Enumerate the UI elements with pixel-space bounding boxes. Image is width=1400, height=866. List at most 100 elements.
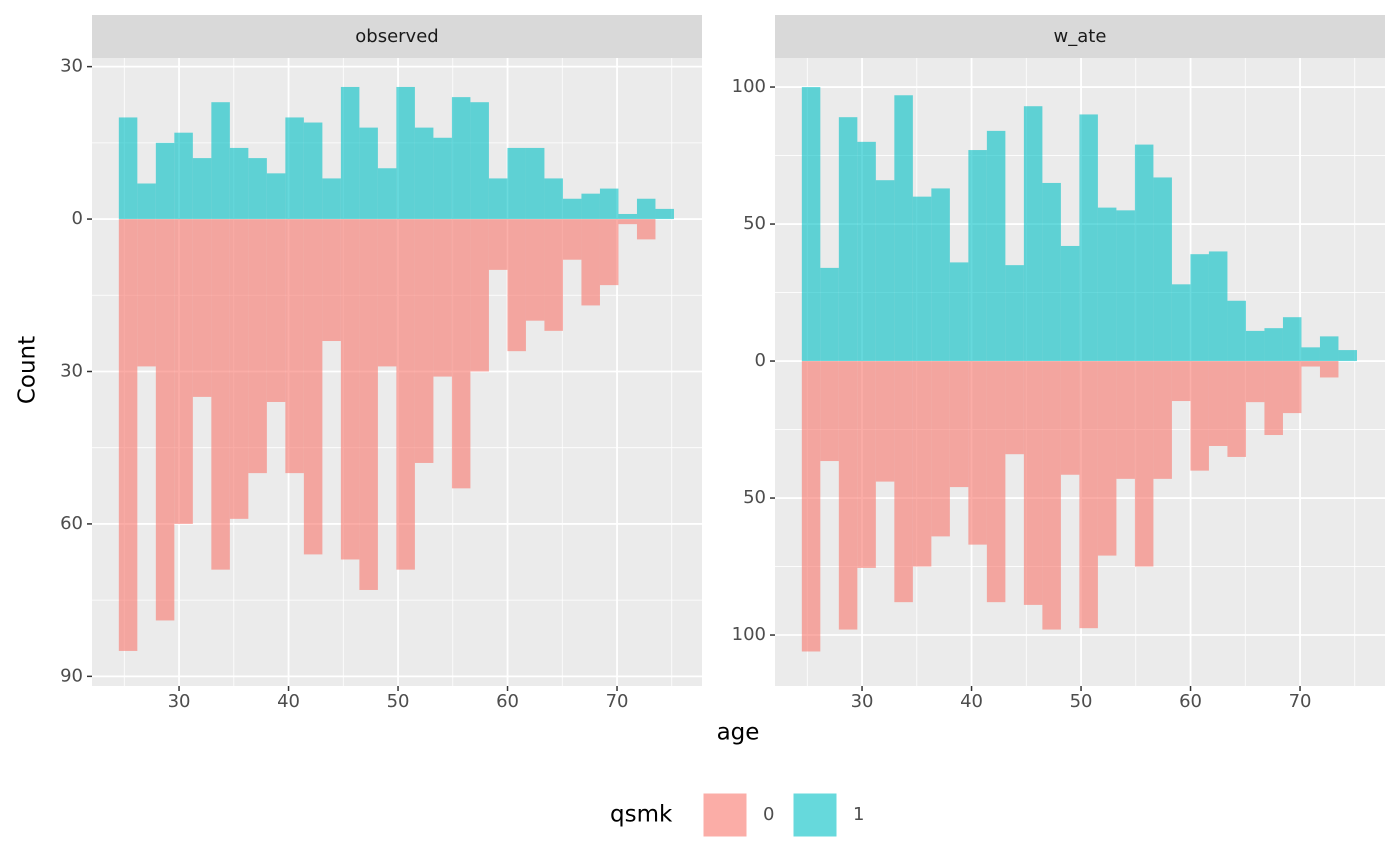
bar bbox=[1005, 361, 1024, 455]
bar bbox=[1060, 361, 1080, 475]
bar bbox=[1190, 361, 1209, 471]
x-tick-label: 50 bbox=[1070, 691, 1093, 712]
bar bbox=[875, 361, 895, 482]
bar bbox=[1227, 361, 1246, 457]
bar bbox=[192, 219, 212, 397]
bar bbox=[857, 141, 876, 362]
strip-label: observed bbox=[355, 26, 438, 47]
bar bbox=[507, 147, 526, 220]
bar bbox=[986, 361, 1006, 603]
bar bbox=[1264, 328, 1283, 362]
bar bbox=[1171, 361, 1191, 402]
bar bbox=[801, 87, 821, 362]
bar bbox=[562, 219, 582, 260]
bar bbox=[1227, 300, 1246, 362]
y-tick-label: 30 bbox=[60, 360, 83, 381]
x-tick-label: 60 bbox=[496, 691, 519, 712]
y-tick-label: 100 bbox=[732, 624, 766, 645]
bar bbox=[248, 158, 267, 220]
bar bbox=[1060, 245, 1080, 362]
bar bbox=[1134, 361, 1154, 567]
bar bbox=[1282, 361, 1302, 414]
bar bbox=[599, 188, 619, 220]
bar bbox=[1319, 361, 1339, 378]
bar bbox=[340, 86, 360, 220]
bar bbox=[1190, 254, 1209, 362]
bar bbox=[433, 137, 452, 220]
bar bbox=[1116, 361, 1135, 479]
bar bbox=[1245, 330, 1265, 362]
x-tick-label: 70 bbox=[606, 691, 629, 712]
bar bbox=[1171, 284, 1191, 362]
bar bbox=[1153, 361, 1172, 479]
bar bbox=[229, 219, 249, 519]
bar bbox=[229, 147, 249, 220]
bar bbox=[1264, 361, 1283, 436]
bar bbox=[949, 262, 969, 362]
y-tick-label: 50 bbox=[743, 487, 766, 508]
bar bbox=[359, 127, 378, 220]
bar bbox=[1116, 210, 1135, 362]
bar bbox=[470, 219, 489, 372]
x-tick-label: 60 bbox=[1179, 691, 1202, 712]
bar bbox=[931, 361, 950, 537]
bar bbox=[820, 361, 839, 462]
legend-title: qsmk bbox=[610, 802, 673, 828]
bar bbox=[414, 219, 434, 463]
bar bbox=[433, 219, 452, 377]
bar bbox=[1005, 265, 1024, 362]
bar bbox=[451, 219, 471, 489]
bar bbox=[1042, 182, 1061, 362]
bar bbox=[581, 219, 600, 306]
bar bbox=[544, 219, 563, 331]
legend-key bbox=[792, 792, 838, 838]
bar bbox=[801, 361, 821, 652]
x-axis-label: age bbox=[717, 720, 760, 746]
bar bbox=[544, 178, 563, 220]
bar bbox=[1245, 361, 1265, 403]
y-tick-label: 50 bbox=[743, 213, 766, 234]
x-tick-label: 40 bbox=[960, 691, 983, 712]
strip bbox=[92, 15, 702, 58]
bar bbox=[1097, 207, 1117, 362]
y-tick-label: 0 bbox=[755, 350, 766, 371]
bar bbox=[377, 219, 397, 367]
x-tick-label: 70 bbox=[1289, 691, 1312, 712]
bar bbox=[912, 361, 932, 567]
bar bbox=[1208, 361, 1228, 446]
bar bbox=[912, 196, 932, 362]
bar bbox=[949, 361, 969, 488]
bar bbox=[285, 117, 304, 220]
bar bbox=[1079, 114, 1098, 362]
bar bbox=[118, 117, 138, 220]
x-tick-label: 50 bbox=[387, 691, 410, 712]
bar bbox=[1042, 361, 1061, 630]
bar bbox=[137, 183, 156, 220]
bar bbox=[1023, 106, 1043, 362]
bar bbox=[1301, 361, 1320, 367]
bar bbox=[857, 361, 876, 568]
bar bbox=[618, 213, 637, 220]
bar bbox=[488, 178, 508, 220]
bar bbox=[322, 178, 341, 220]
strip-label: w_ate bbox=[1054, 26, 1107, 47]
bar bbox=[931, 188, 950, 362]
bar bbox=[488, 219, 508, 270]
y-tick-label: 0 bbox=[72, 208, 83, 229]
bar bbox=[875, 180, 895, 362]
bar bbox=[322, 219, 341, 342]
legend-key bbox=[702, 792, 748, 838]
bar bbox=[655, 208, 674, 220]
bar bbox=[1079, 361, 1098, 629]
y-tick-label: 100 bbox=[732, 76, 766, 97]
bar bbox=[1023, 361, 1043, 605]
bar bbox=[303, 219, 323, 555]
bar bbox=[396, 86, 415, 220]
bar bbox=[894, 361, 913, 603]
bar bbox=[211, 102, 230, 220]
y-tick-label: 30 bbox=[60, 56, 83, 77]
bar bbox=[894, 95, 913, 362]
bar bbox=[303, 122, 323, 220]
bar bbox=[451, 97, 471, 220]
